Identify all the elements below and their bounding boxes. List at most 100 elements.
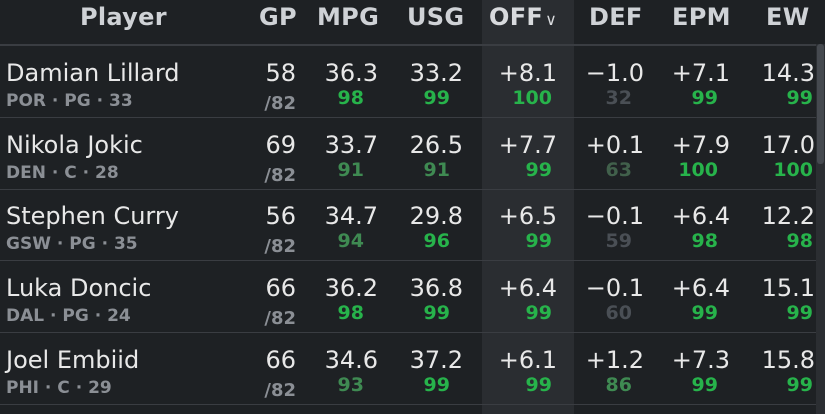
header-off-label: OFF xyxy=(489,3,544,31)
off-value: +6.5 xyxy=(498,202,557,230)
off-percentile: 99 xyxy=(525,374,552,396)
off-value: +6.4 xyxy=(498,274,557,302)
table-row[interactable]: Stephen Curry GSW · PG · 35 56/82 34.7 94 29.… xyxy=(0,189,825,261)
header-epm[interactable]: EPM xyxy=(672,3,731,31)
header-usg[interactable]: USG xyxy=(407,3,465,31)
mpg-percentile: 98 xyxy=(337,87,364,109)
def-value: +1.2 xyxy=(585,346,644,374)
player-name[interactable]: Nikola Jokic xyxy=(6,131,143,159)
table-row[interactable]: Luka Doncic DAL · PG · 24 66/82 36.2 98 36.8 9… xyxy=(0,261,825,333)
mpg-percentile: 98 xyxy=(337,302,364,324)
def-value: −0.1 xyxy=(585,274,644,302)
chevron-down-icon: ∨ xyxy=(545,10,558,29)
usg-value: 26.5 xyxy=(409,131,463,159)
off-value: +6.1 xyxy=(498,346,557,374)
table-row[interactable]: Joel Embiid PHI · C · 29 66/82 34.6 93 37.2 99… xyxy=(0,333,825,405)
gp-value: 66 xyxy=(265,274,296,302)
gp-value: 66 xyxy=(265,346,296,374)
def-percentile: 32 xyxy=(605,87,632,109)
def-percentile: 86 xyxy=(605,374,632,396)
gp-total: /82 xyxy=(264,308,296,329)
player-meta: PHI · C · 29 xyxy=(6,378,112,398)
mpg-value: 33.7 xyxy=(324,131,378,159)
player-meta: POR · PG · 33 xyxy=(6,91,133,111)
off-value: +7.7 xyxy=(498,131,557,159)
ew-percentile: 99 xyxy=(786,302,813,324)
gp-value: 58 xyxy=(265,59,296,87)
ew-value: 15.8 xyxy=(761,346,815,374)
usg-percentile: 91 xyxy=(423,159,450,181)
mpg-value: 34.6 xyxy=(324,346,378,374)
off-percentile: 99 xyxy=(525,302,552,324)
sorted-column-highlight xyxy=(482,0,574,414)
epm-value: +7.1 xyxy=(671,59,730,87)
header-player[interactable]: Player xyxy=(80,3,167,31)
mpg-percentile: 94 xyxy=(337,230,364,252)
ew-value: 14.3 xyxy=(761,59,815,87)
off-percentile: 100 xyxy=(512,87,552,109)
ew-percentile: 100 xyxy=(773,159,813,181)
player-name[interactable]: Luka Doncic xyxy=(6,274,152,302)
gp-total: /82 xyxy=(264,236,296,257)
header-def[interactable]: DEF xyxy=(589,3,643,31)
player-meta: DEN · C · 28 xyxy=(6,163,119,183)
def-percentile: 59 xyxy=(605,230,632,252)
player-meta: DAL · PG · 24 xyxy=(6,306,131,326)
usg-value: 36.8 xyxy=(409,274,463,302)
epm-percentile: 99 xyxy=(691,374,718,396)
ew-value: 17.0 xyxy=(761,131,815,159)
usg-value: 29.8 xyxy=(409,202,463,230)
usg-value: 37.2 xyxy=(409,346,463,374)
usg-value: 33.2 xyxy=(409,59,463,87)
def-percentile: 63 xyxy=(605,159,632,181)
table-row[interactable]: Damian Lillard POR · PG · 33 58/82 36.3 98 33… xyxy=(0,46,825,118)
off-percentile: 99 xyxy=(525,159,552,181)
epm-value: +6.4 xyxy=(671,274,730,302)
gp-total: /82 xyxy=(264,165,296,186)
scrollbar-thumb[interactable] xyxy=(817,44,824,164)
gp-value: 69 xyxy=(265,131,296,159)
ew-percentile: 99 xyxy=(786,87,813,109)
mpg-percentile: 93 xyxy=(337,374,364,396)
epm-percentile: 100 xyxy=(678,159,718,181)
player-meta: GSW · PG · 35 xyxy=(6,234,138,254)
header-ew[interactable]: EW xyxy=(766,3,810,31)
player-name[interactable]: Damian Lillard xyxy=(6,59,180,87)
off-value: +8.1 xyxy=(498,59,557,87)
header-mpg[interactable]: MPG xyxy=(317,3,380,31)
epm-value: +7.3 xyxy=(671,346,730,374)
mpg-value: 36.2 xyxy=(324,274,378,302)
def-value: −1.0 xyxy=(585,59,644,87)
header-off[interactable]: OFF ∨ xyxy=(489,3,557,31)
ew-percentile: 99 xyxy=(786,374,813,396)
header-gp[interactable]: GP xyxy=(259,3,297,31)
gp-value: 56 xyxy=(265,202,296,230)
vertical-scrollbar[interactable] xyxy=(816,44,825,414)
off-percentile: 99 xyxy=(525,230,552,252)
ew-value: 12.2 xyxy=(761,202,815,230)
player-name[interactable]: Stephen Curry xyxy=(6,202,179,230)
ew-percentile: 98 xyxy=(786,230,813,252)
gp-total: /82 xyxy=(264,380,296,401)
gp-total: /82 xyxy=(264,93,296,114)
def-value: −0.1 xyxy=(585,202,644,230)
epm-percentile: 99 xyxy=(691,87,718,109)
usg-percentile: 99 xyxy=(423,302,450,324)
epm-percentile: 99 xyxy=(691,302,718,324)
def-percentile: 60 xyxy=(605,302,632,324)
def-value: +0.1 xyxy=(585,131,644,159)
usg-percentile: 99 xyxy=(423,87,450,109)
epm-value: +6.4 xyxy=(671,202,730,230)
mpg-percentile: 91 xyxy=(337,159,364,181)
mpg-value: 34.7 xyxy=(324,202,378,230)
usg-percentile: 96 xyxy=(423,230,450,252)
epm-value: +7.9 xyxy=(671,131,730,159)
epm-percentile: 98 xyxy=(691,230,718,252)
table-row[interactable]: Nikola Jokic DEN · C · 28 69/82 33.7 91 26.5 9… xyxy=(0,118,825,190)
mpg-value: 36.3 xyxy=(324,59,378,87)
table-header: Player GP MPG USG OFF ∨ DEF EPM EW xyxy=(0,0,825,46)
usg-percentile: 99 xyxy=(423,374,450,396)
ew-value: 15.1 xyxy=(761,274,815,302)
player-name[interactable]: Joel Embiid xyxy=(6,346,140,374)
